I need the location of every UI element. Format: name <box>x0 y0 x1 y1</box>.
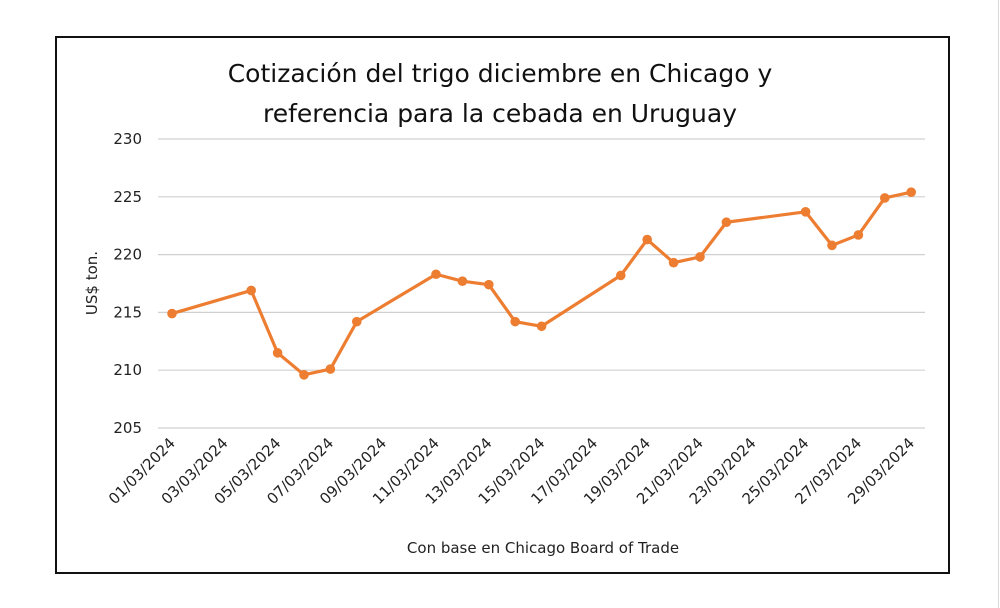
data-point-marker <box>510 316 520 327</box>
data-point-marker <box>167 308 177 319</box>
data-point-marker <box>721 217 732 228</box>
y-tick-label: 220 <box>113 246 142 264</box>
x-axis-label: Con base en Chicago Board of Trade <box>407 539 679 557</box>
data-point-marker <box>299 370 309 380</box>
data-point-marker <box>272 348 283 358</box>
data-point-marker <box>880 193 890 203</box>
data-point-marker <box>800 207 811 217</box>
page-edge-divider <box>998 0 999 608</box>
data-point-marker <box>853 230 864 240</box>
data-point-marker <box>325 364 336 374</box>
x-axis-ticks: 01/03/202403/03/202405/03/202407/03/2024… <box>105 434 918 508</box>
data-point-marker <box>668 257 679 268</box>
data-point-marker <box>906 187 916 197</box>
y-axis-label: US$ ton. <box>83 251 101 315</box>
chart-title-line-1: Cotización del trigo diciembre en Chicag… <box>228 59 773 88</box>
chart-title-line-2: referencia para la cebada en Uruguay <box>263 99 737 128</box>
data-point-marker <box>616 270 626 281</box>
series-path <box>171 190 912 377</box>
y-tick-label: 230 <box>113 130 142 148</box>
data-point-marker <box>695 252 705 262</box>
series-line <box>167 187 916 380</box>
data-point-marker <box>642 234 652 245</box>
data-point-marker <box>352 316 362 327</box>
data-point-marker <box>246 285 256 296</box>
gridlines <box>158 138 925 429</box>
data-point-marker <box>536 321 547 332</box>
y-tick-label: 205 <box>113 419 142 437</box>
data-point-marker <box>457 276 468 286</box>
data-point-marker <box>484 279 494 290</box>
data-point-marker <box>431 269 441 280</box>
y-axis-ticks: 205 210 215 220 225 230 <box>113 130 142 437</box>
y-tick-label: 215 <box>113 303 142 321</box>
y-tick-label: 225 <box>113 188 142 206</box>
data-point-marker <box>827 240 837 251</box>
y-tick-label: 210 <box>113 361 142 379</box>
